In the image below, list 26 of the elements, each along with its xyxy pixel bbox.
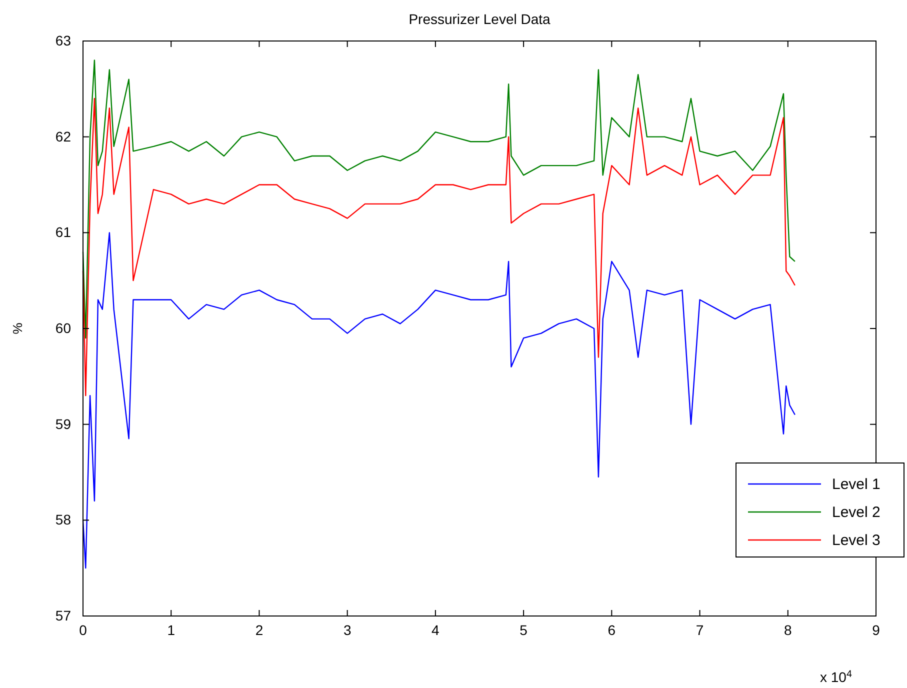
x-tick-label: 5 [520,622,528,638]
chart-title: Pressurizer Level Data [408,11,551,27]
x-tick-label: 2 [255,622,264,638]
line-series [82,60,796,339]
x-tick-label: 9 [872,622,880,638]
y-tick-label: 60 [55,320,72,336]
y-tick-label: 57 [55,607,72,624]
text: x 10$^{4}$ [820,668,852,685]
y-tick-label: 63 [55,32,72,48]
line-series [82,232,796,569]
legend-label: Level 2 [832,504,880,521]
y-axis-title: % [10,322,25,334]
x-tick-label: 8 [784,622,792,638]
line-series [82,98,796,396]
y-tick-label: 61 [55,224,72,240]
legend-label: Level 1 [832,476,880,493]
legend-label: Level 3 [832,532,880,549]
y-tick-label: 58 [55,512,72,528]
x-tick-label: 6 [608,622,616,638]
x-tick-label: 3 [343,622,352,638]
x-tick-label: 4 [432,622,440,638]
x-tick-label: 1 [167,622,176,638]
x-tick-label: 0 [79,622,88,638]
y-tick-label: 62 [55,128,72,144]
x-tick-label: 7 [696,622,704,638]
y-tick-label: 59 [55,416,72,432]
